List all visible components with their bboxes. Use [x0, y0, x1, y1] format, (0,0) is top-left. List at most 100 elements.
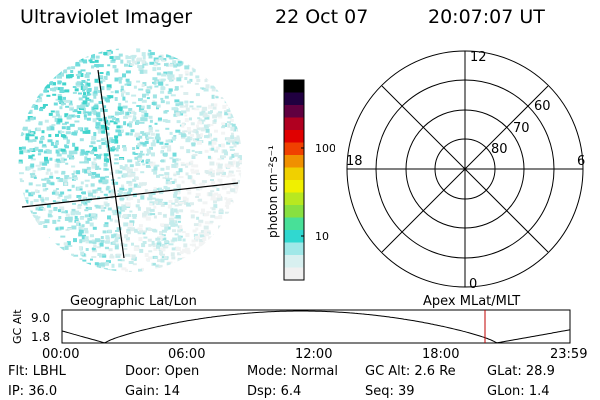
emission-speckle	[58, 216, 62, 219]
emission-speckle	[27, 139, 33, 143]
emission-speckle	[125, 70, 131, 74]
emission-speckle	[230, 132, 234, 136]
emission-speckle	[145, 164, 151, 168]
emission-speckle	[157, 259, 161, 263]
emission-speckle	[216, 247, 222, 251]
emission-speckle	[192, 270, 197, 272]
emission-speckle	[213, 103, 218, 107]
emission-speckle	[136, 137, 140, 141]
emission-speckle	[56, 160, 62, 164]
emission-speckle	[133, 153, 138, 155]
emission-speckle	[194, 82, 199, 85]
emission-speckle	[78, 246, 82, 251]
mlt-label-12: 12	[470, 50, 487, 65]
emission-speckle	[240, 246, 242, 248]
emission-speckle	[97, 187, 102, 190]
emission-speckle	[224, 226, 228, 231]
emission-speckle	[196, 52, 200, 56]
emission-speckle	[206, 115, 210, 118]
emission-speckle	[145, 153, 149, 156]
emission-speckle	[92, 110, 97, 112]
emission-speckle	[236, 189, 242, 194]
emission-speckle	[159, 235, 164, 239]
emission-speckle	[172, 52, 176, 55]
emission-speckle	[121, 184, 124, 187]
emission-speckle	[210, 236, 215, 241]
emission-speckle	[65, 213, 70, 217]
emission-speckle	[86, 78, 90, 81]
emission-speckle	[152, 77, 158, 81]
emission-speckle	[38, 260, 44, 263]
emission-speckle	[189, 78, 193, 82]
emission-speckle	[228, 57, 232, 60]
emission-speckle	[101, 206, 107, 209]
emission-speckle	[213, 61, 218, 64]
emission-speckle	[55, 188, 59, 190]
emission-speckle	[159, 231, 163, 235]
emission-speckle	[82, 100, 87, 104]
emission-speckle	[154, 200, 159, 204]
emission-speckle	[115, 147, 119, 152]
emission-speckle	[178, 103, 184, 106]
emission-speckle	[99, 128, 103, 133]
emission-speckle	[192, 69, 196, 73]
emission-speckle	[123, 222, 129, 227]
emission-speckle	[222, 171, 226, 175]
emission-speckle	[93, 90, 98, 94]
colorbar-stripe	[284, 142, 304, 156]
emission-speckle	[71, 225, 77, 230]
emission-speckle	[57, 219, 61, 222]
emission-speckle	[200, 182, 206, 186]
emission-speckle	[106, 49, 112, 52]
emission-speckle	[236, 170, 241, 172]
emission-speckle	[137, 206, 141, 211]
emission-speckle	[114, 243, 119, 247]
emission-speckle	[41, 130, 45, 134]
emission-speckle	[25, 251, 30, 254]
time-label: 20:07:07 UT	[428, 6, 545, 28]
emission-speckle	[232, 139, 237, 143]
emission-speckle	[187, 191, 192, 195]
emission-speckle	[233, 152, 239, 156]
emission-speckle	[219, 208, 224, 212]
colorbar-stripe	[284, 180, 304, 194]
emission-speckle	[168, 139, 172, 143]
mlt-label-6: 6	[577, 154, 585, 169]
emission-speckle	[98, 204, 104, 209]
emission-speckle	[226, 121, 231, 124]
emission-speckle	[224, 89, 230, 92]
emission-speckle	[203, 213, 208, 217]
time-tick-1200: 12:00	[295, 347, 332, 362]
emission-speckle	[119, 187, 125, 191]
emission-speckle	[193, 223, 199, 227]
emission-speckle	[100, 236, 104, 239]
emission-speckle	[118, 263, 123, 268]
emission-speckle	[39, 221, 45, 225]
emission-speckle	[168, 181, 173, 185]
emission-speckle	[44, 219, 50, 224]
emission-speckle	[147, 150, 151, 155]
emission-speckle	[18, 161, 22, 164]
emission-speckle	[206, 211, 212, 214]
emission-speckle	[239, 121, 242, 126]
emission-speckle	[18, 172, 24, 175]
emission-speckle	[25, 215, 29, 219]
emission-speckle	[108, 95, 114, 99]
emission-speckle	[233, 260, 237, 263]
emission-speckle	[96, 270, 100, 272]
emission-speckle	[126, 170, 132, 174]
emission-speckle	[176, 184, 181, 189]
emission-speckle	[117, 213, 121, 218]
emission-speckle	[28, 192, 34, 197]
emission-speckle	[83, 114, 87, 118]
emission-speckle	[153, 64, 158, 67]
emission-speckle	[78, 56, 83, 58]
emission-speckle	[140, 150, 143, 153]
dsp-readout: Dsp: 6.4	[247, 384, 302, 399]
emission-speckle	[192, 154, 198, 157]
emission-speckle	[75, 82, 81, 86]
emission-speckle	[43, 150, 48, 154]
emission-speckle	[38, 152, 42, 155]
emission-speckle	[135, 204, 140, 208]
emission-speckle	[98, 270, 104, 272]
